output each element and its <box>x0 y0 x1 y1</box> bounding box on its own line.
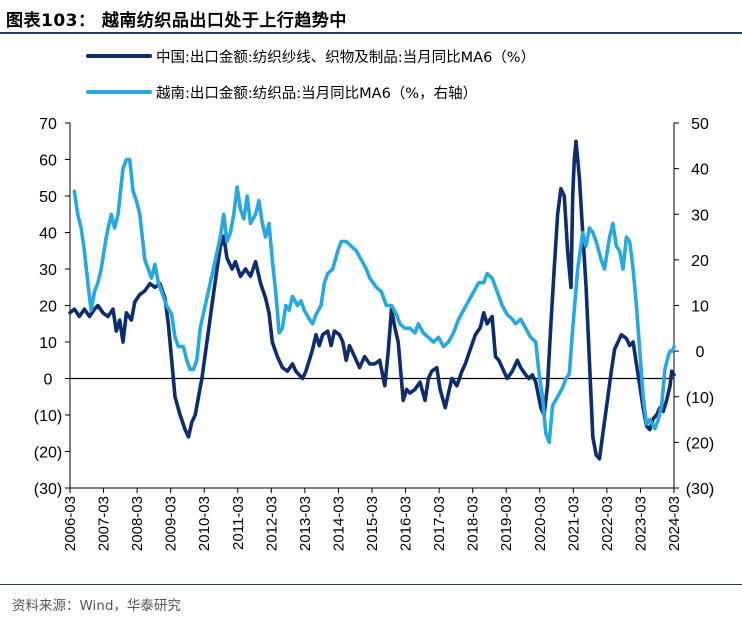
right-tick-label: 30 <box>691 207 709 224</box>
x-tick-label: 2011-03 <box>230 496 247 550</box>
right-tick-label: 40 <box>691 162 709 179</box>
x-tick-label: 2007-03 <box>96 496 113 551</box>
left-tick-label: 50 <box>39 189 57 206</box>
legend-label-vietnam: 越南:出口金额:纺织品:当月同比MA6（%，右轴） <box>156 85 478 102</box>
right-tick-label: (10) <box>686 390 714 407</box>
x-tick-label: 2014-03 <box>330 496 347 551</box>
left-tick-label: (10) <box>34 408 62 425</box>
left-tick-label: 20 <box>39 299 57 316</box>
figure-title: 图表103： 越南纺织品出口处于上行趋势中 <box>6 11 347 31</box>
x-tick-label: 2010-03 <box>196 496 213 551</box>
x-tick-label: 2022-03 <box>599 496 616 551</box>
right-tick-label: 0 <box>696 344 705 361</box>
legend-swatch-china <box>86 54 152 58</box>
right-tick-label: 10 <box>691 299 709 316</box>
left-tick-label: (30) <box>34 481 62 498</box>
left-tick-label: 70 <box>39 116 57 133</box>
x-tick-label: 2024-03 <box>666 496 683 551</box>
source-rule <box>0 584 742 585</box>
x-tick-label: 2013-03 <box>297 496 314 551</box>
left-tick-label: 10 <box>39 335 57 352</box>
left-tick-label: 40 <box>39 226 57 243</box>
source-note: 资料来源：Wind，华泰研究 <box>12 598 181 614</box>
right-tick-label: 20 <box>691 253 709 270</box>
x-tick-label: 2019-03 <box>498 496 515 551</box>
title-rule <box>0 32 742 34</box>
x-tick-label: 2020-03 <box>532 496 549 551</box>
x-tick-label: 2016-03 <box>398 496 415 551</box>
right-tick-label: (30) <box>686 481 714 498</box>
x-tick-label: 2006-03 <box>62 496 79 551</box>
series-line-china <box>68 139 676 461</box>
x-tick-label: 2017-03 <box>431 496 448 551</box>
legend-item-vietnam: 越南:出口金额:纺织品:当月同比MA6（%，右轴） <box>86 80 477 104</box>
left-tick-label: 0 <box>44 372 53 389</box>
x-tick-label: 2008-03 <box>129 496 146 551</box>
left-tick-label: 30 <box>39 262 57 279</box>
series-line-vietnam <box>72 157 676 445</box>
x-tick-label: 2009-03 <box>163 496 180 551</box>
x-tick-label: 2015-03 <box>364 496 381 551</box>
right-tick-label: (20) <box>686 435 714 452</box>
x-tick-label: 2021-03 <box>565 496 582 551</box>
right-tick-label: 50 <box>691 116 709 133</box>
legend-swatch-vietnam <box>86 90 152 94</box>
x-tick-label: 2012-03 <box>263 496 280 551</box>
x-tick-label: 2018-03 <box>465 496 482 551</box>
legend-label-china: 中国:出口金额:纺织纱线、织物及制品:当月同比MA6（%） <box>156 49 536 66</box>
left-tick-label: 60 <box>39 153 57 170</box>
left-tick-label: (20) <box>34 445 62 462</box>
x-tick-label: 2023-03 <box>632 496 649 551</box>
legend-item-china: 中国:出口金额:纺织纱线、织物及制品:当月同比MA6（%） <box>86 44 535 68</box>
